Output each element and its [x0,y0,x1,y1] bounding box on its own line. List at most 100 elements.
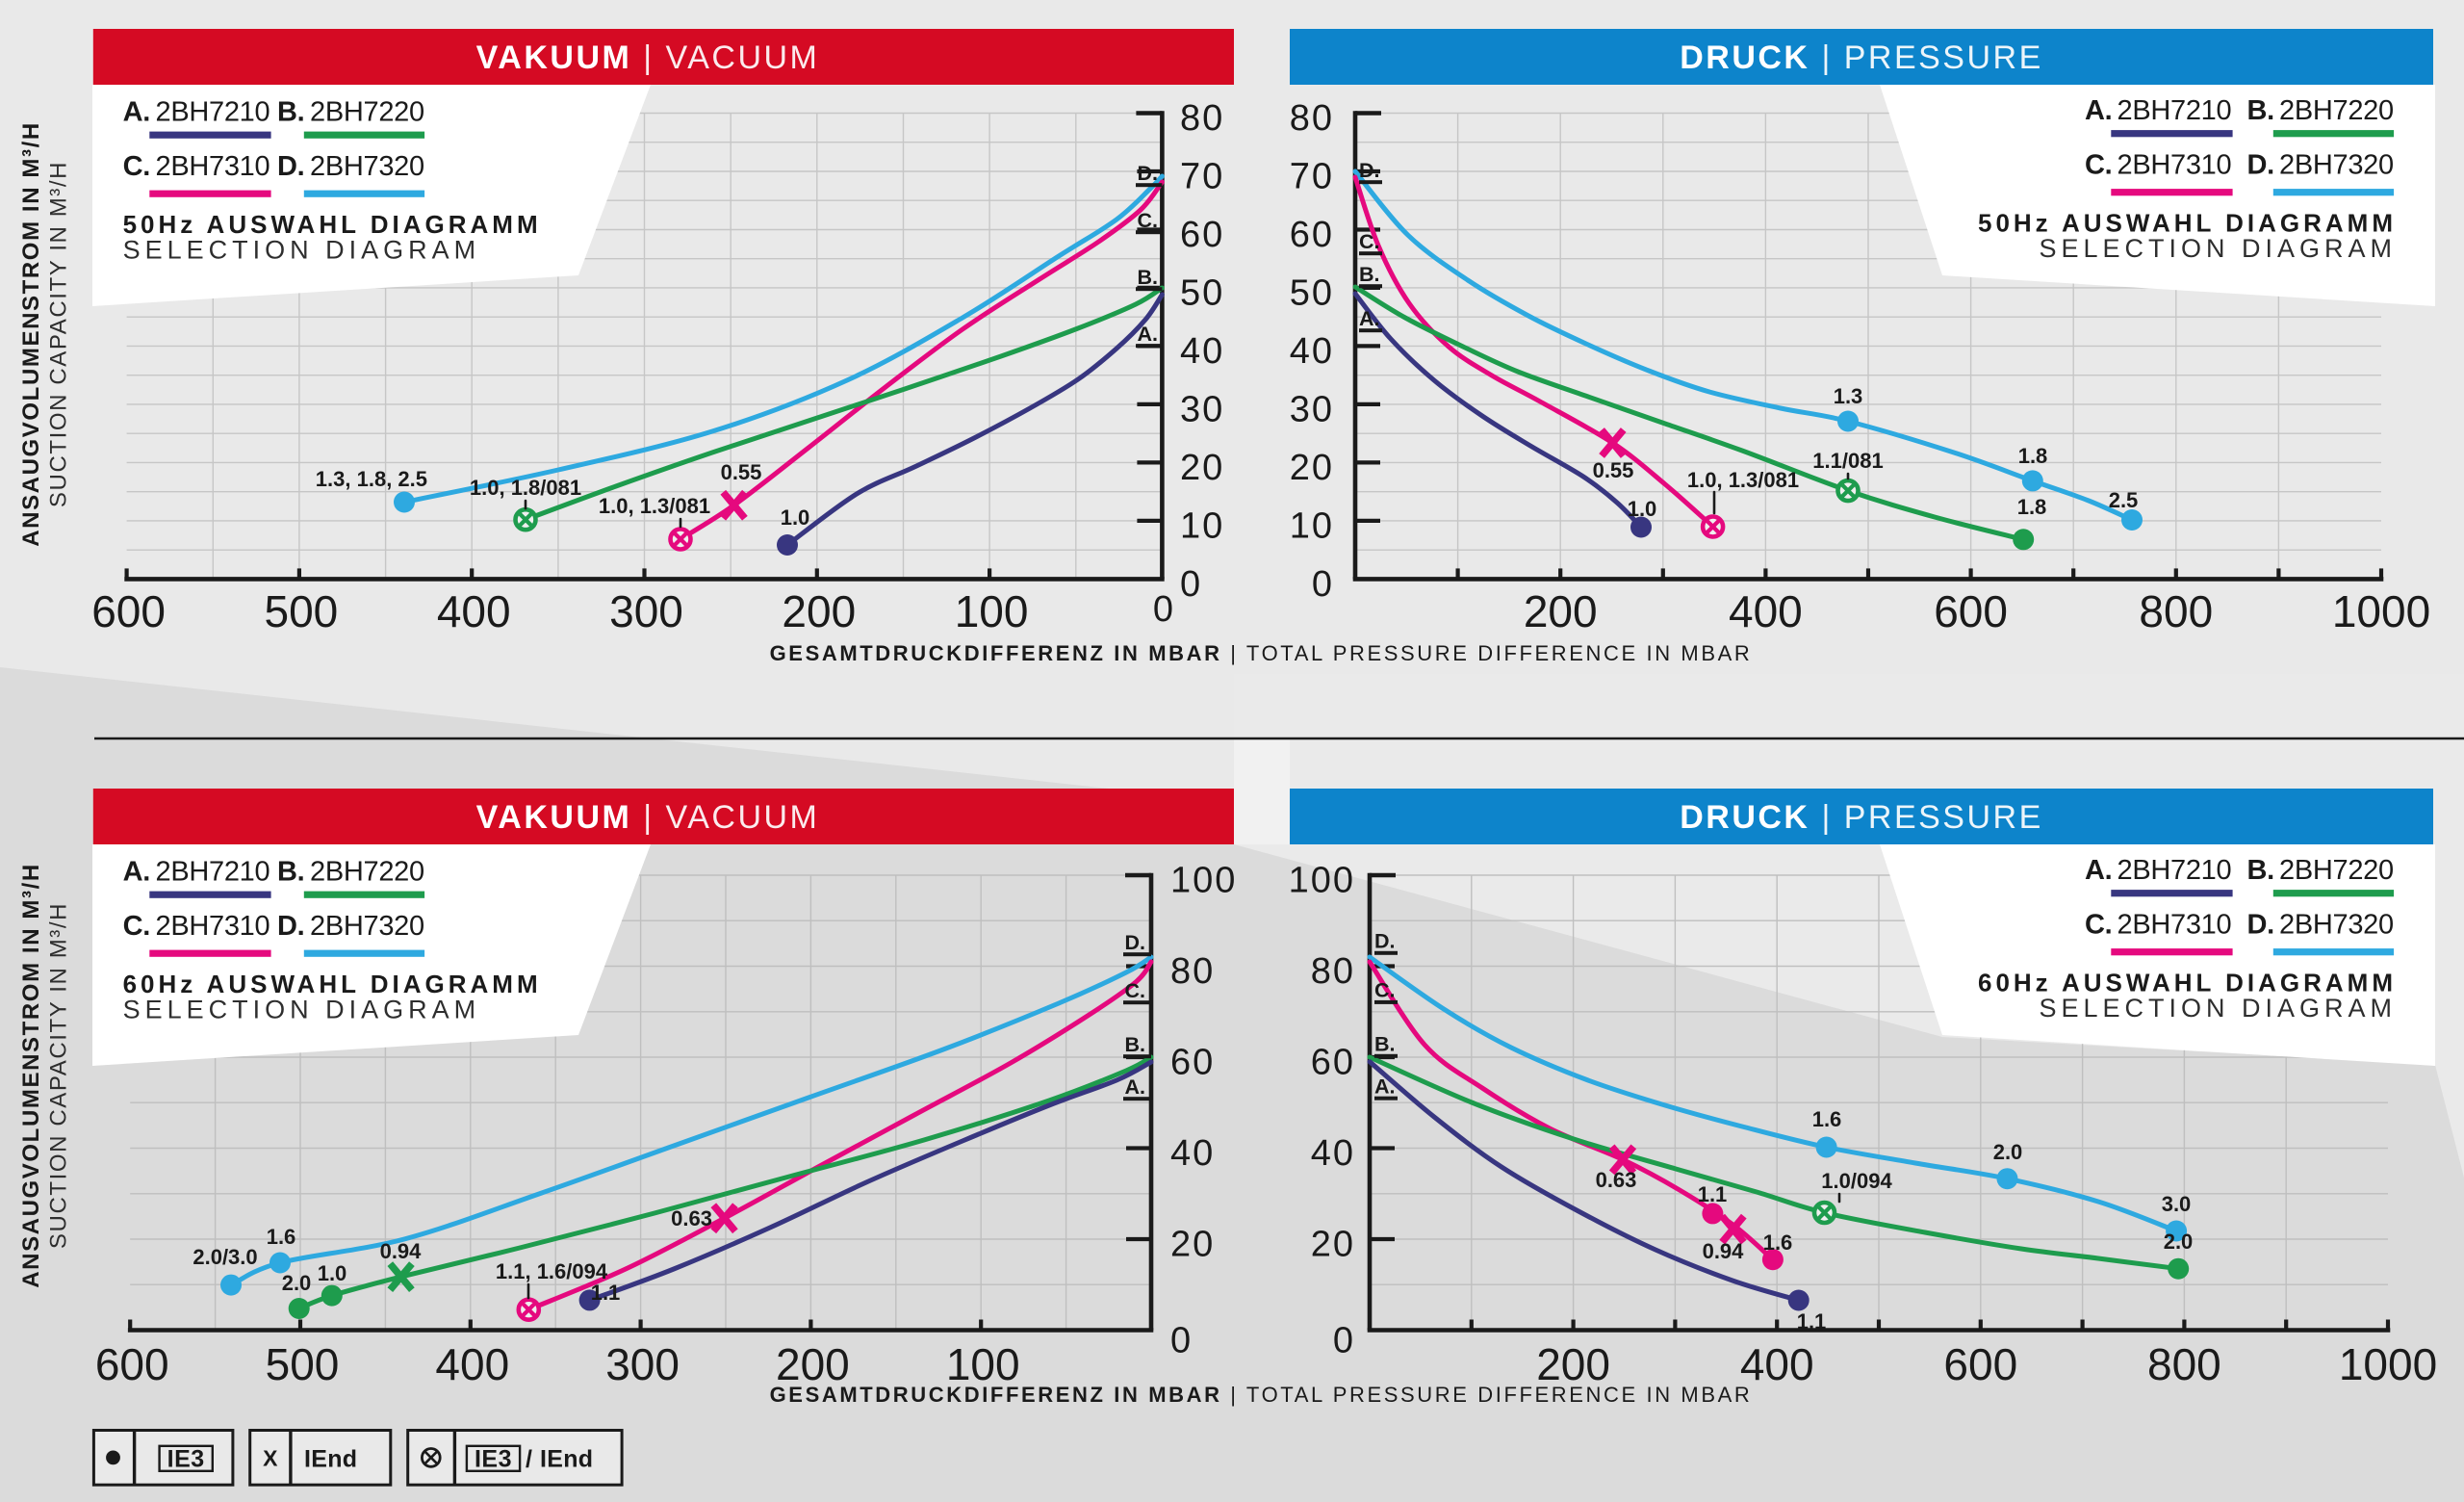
svg-text:1000: 1000 [2339,1339,2437,1389]
svg-text:70: 70 [1290,157,1334,197]
svg-text:200: 200 [1536,1339,1610,1389]
svg-text:SELECTION DIAGRAM: SELECTION DIAGRAM [2039,234,2397,263]
svg-text:0.55: 0.55 [721,460,762,484]
svg-text:2BH7320: 2BH7320 [310,151,424,182]
svg-text:IE3: IE3 [475,1446,512,1473]
svg-text:400: 400 [1740,1339,1814,1389]
svg-text:C.: C. [2085,150,2112,181]
svg-text:1.8: 1.8 [2018,444,2048,468]
svg-text:DRUCK | PRESSURE: DRUCK | PRESSURE [1680,799,2043,836]
svg-text:1.3, 1.8, 2.5: 1.3, 1.8, 2.5 [316,467,427,491]
svg-text:D.: D. [1138,162,1159,185]
svg-text:C.: C. [1359,230,1380,253]
svg-text:1000: 1000 [2332,586,2430,636]
svg-text:0.94: 0.94 [380,1239,423,1263]
svg-text:800: 800 [2147,1339,2221,1389]
svg-text:60Hz AUSWAHL DIAGRAMM: 60Hz AUSWAHL DIAGRAMM [1978,969,2397,997]
svg-text:1.3: 1.3 [1834,384,1863,408]
svg-text:C.: C. [2085,910,2112,941]
svg-text:400: 400 [435,1339,509,1389]
svg-text:60: 60 [1180,215,1224,255]
svg-text:0.55: 0.55 [1593,458,1634,482]
svg-text:40: 40 [1180,331,1224,372]
svg-text:1.6: 1.6 [1812,1107,1842,1131]
svg-text:40: 40 [1170,1133,1215,1174]
svg-text:1.0: 1.0 [1628,497,1657,521]
svg-text:1.6: 1.6 [267,1225,296,1249]
svg-text:IE3: IE3 [167,1446,205,1473]
svg-text:500: 500 [266,1339,340,1389]
svg-text:2.0: 2.0 [1993,1140,2023,1164]
svg-text:2BH7320: 2BH7320 [2279,150,2394,181]
svg-text:30: 30 [1290,389,1334,429]
svg-text:C.: C. [1374,979,1396,1002]
svg-text:80: 80 [1170,951,1215,992]
svg-text:300: 300 [609,586,683,636]
svg-text:2BH7220: 2BH7220 [2279,95,2394,126]
svg-text:B.: B. [1374,1033,1396,1056]
svg-text:40: 40 [1311,1133,1355,1174]
svg-text:600: 600 [95,1339,169,1389]
svg-text:ANSAUGVOLUMENSTROM IN M³/H: ANSAUGVOLUMENSTROM IN M³/H [18,863,44,1288]
svg-text:/: / [526,1446,532,1473]
svg-text:C.: C. [123,911,150,942]
svg-text:SUCTION CAPACITY IN M³/H: SUCTION CAPACITY IN M³/H [46,902,72,1249]
svg-text:2BH7220: 2BH7220 [310,857,424,888]
svg-text:0: 0 [1333,1321,1355,1361]
svg-text:D.: D. [277,911,304,942]
svg-text:D.: D. [1374,930,1396,953]
svg-text:D.: D. [2247,150,2274,181]
svg-text:1.0, 1.8/081: 1.0, 1.8/081 [470,476,581,500]
svg-text:100: 100 [955,586,1029,636]
svg-text:C.: C. [123,151,150,182]
svg-text:SELECTION DIAGRAM: SELECTION DIAGRAM [2039,994,2397,1023]
svg-text:40: 40 [1290,331,1334,372]
svg-text:C.: C. [1125,979,1146,1002]
svg-text:20: 20 [1311,1225,1355,1265]
svg-text:SUCTION CAPACITY IN M³/H: SUCTION CAPACITY IN M³/H [46,161,72,507]
svg-text:VAKUUM | VACUUM: VAKUUM | VACUUM [476,39,820,76]
svg-text:20: 20 [1170,1225,1215,1265]
svg-text:3.0: 3.0 [2162,1192,2192,1216]
svg-text:2BH7320: 2BH7320 [2279,910,2394,941]
svg-text:30: 30 [1180,389,1224,429]
svg-text:2BH7320: 2BH7320 [310,911,424,942]
svg-text:2BH7210: 2BH7210 [156,97,270,128]
svg-text:B.: B. [2247,855,2274,886]
svg-text:A.: A. [123,97,150,128]
svg-text:0: 0 [1180,564,1202,605]
svg-text:50: 50 [1290,272,1334,313]
svg-text:A.: A. [123,857,150,888]
svg-text:100: 100 [1289,861,1355,901]
svg-text:1.1: 1.1 [591,1281,621,1305]
svg-text:300: 300 [605,1339,680,1389]
svg-text:2.0: 2.0 [2164,1230,2194,1254]
svg-text:10: 10 [1290,505,1334,546]
svg-text:50: 50 [1180,272,1224,313]
svg-text:2BH7210: 2BH7210 [156,857,270,888]
svg-text:1.1/081: 1.1/081 [1812,449,1883,473]
svg-text:B.: B. [277,857,304,888]
svg-text:50Hz AUSWAHL DIAGRAMM: 50Hz AUSWAHL DIAGRAMM [123,210,542,239]
svg-text:B.: B. [2247,95,2274,126]
svg-text:800: 800 [2139,586,2213,636]
svg-text:2BH7220: 2BH7220 [310,97,424,128]
svg-text:1.1, 1.6/094: 1.1, 1.6/094 [496,1259,608,1283]
svg-text:B.: B. [1138,266,1159,289]
svg-text:SELECTION DIAGRAM: SELECTION DIAGRAM [123,236,481,265]
svg-text:2BH7310: 2BH7310 [2118,910,2232,941]
svg-text:C.: C. [1138,209,1159,232]
svg-text:20: 20 [1180,448,1224,488]
svg-text:SELECTION DIAGRAM: SELECTION DIAGRAM [123,996,481,1024]
svg-text:100: 100 [1170,861,1237,901]
svg-text:1.0/094: 1.0/094 [1821,1169,1892,1193]
svg-text:IEnd: IEnd [540,1446,593,1473]
svg-text:D.: D. [1125,931,1146,954]
svg-text:600: 600 [1934,586,2008,636]
svg-text:400: 400 [437,586,511,636]
svg-text:2BH7220: 2BH7220 [2279,855,2394,886]
svg-text:B.: B. [1359,263,1380,286]
svg-text:X: X [263,1446,278,1471]
svg-text:0: 0 [1153,589,1173,630]
svg-text:200: 200 [1524,586,1598,636]
